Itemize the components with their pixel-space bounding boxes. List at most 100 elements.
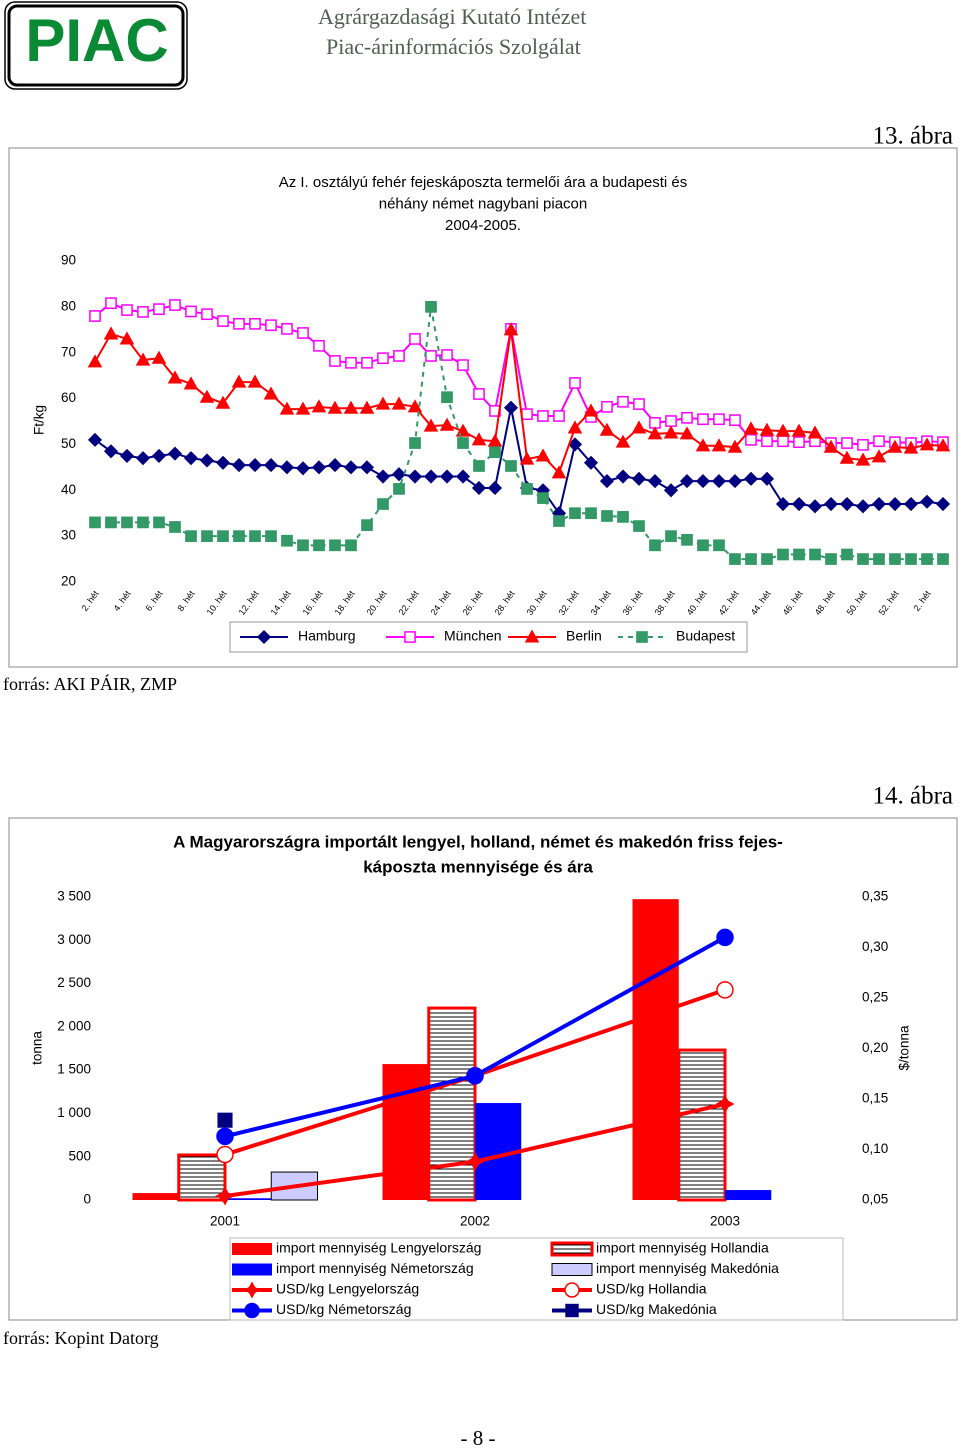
data-point [281,534,293,547]
logo-frame [4,1,188,90]
data-point [761,553,773,565]
legend-label: Hamburg [298,628,356,644]
y-tick-label: 2 500 [57,975,91,990]
data-point [521,483,533,495]
data-point [583,403,599,417]
legend-label: import mennyiség Hollandia [596,1240,769,1256]
x-tick-label: 2002 [460,1214,490,1229]
data-point [409,333,421,345]
data-point [825,553,837,565]
y-tick-label: 30 [61,528,76,543]
legend-swatch [232,1263,272,1276]
data-point [503,322,519,336]
data-point [167,446,183,461]
data-point [281,323,293,335]
data-point [263,458,279,473]
data-point [727,474,743,489]
legend-marker [636,631,648,643]
y-tick-label: 0 [83,1192,91,1207]
data-point [745,433,757,446]
data-point [777,548,789,561]
data-point [137,516,149,529]
data-point [233,530,245,542]
data-point [407,399,423,413]
data-point [839,496,855,512]
chart-title: 2004-2005. [445,217,521,234]
figure-label: 14. ábra [872,783,953,810]
data-point [425,301,437,313]
data-point [487,480,503,496]
data-point [759,422,775,436]
data-point [247,374,263,388]
data-point [697,539,709,552]
data-point [441,349,453,361]
data-point [887,439,903,453]
data-point [631,471,647,486]
data-point [711,474,727,489]
data-point [841,437,853,449]
data-point [119,331,135,345]
data-point [377,352,389,365]
data-point [505,460,517,472]
bar [632,899,679,1200]
y2-tick-label: 0,05 [862,1192,888,1207]
data-point [871,449,887,463]
data-point [103,444,119,459]
legend-marker [524,629,540,643]
legend-swatch [551,1263,593,1276]
data-point [105,297,117,310]
data-point [313,339,325,352]
legend-label: USD/kg Lengyelország [276,1281,419,1297]
bar [177,1153,227,1202]
data-point [537,492,549,504]
data-point [343,460,359,475]
data-point [137,306,149,318]
data-point [169,299,181,311]
data-point [425,350,437,362]
data-point [151,350,167,364]
data-point [265,319,277,332]
logo-frame-inner [7,4,185,87]
legend-marker [243,1281,261,1299]
data-point [519,451,535,465]
y2-tick-label: 0,30 [862,939,888,954]
data-point [201,530,213,542]
legend-swatch [550,1241,594,1257]
data-point [823,439,839,453]
data-point [599,422,615,436]
data-point [249,530,261,542]
data-point [921,553,933,565]
chart-frame [8,147,958,668]
data-point [423,418,439,432]
data-point [537,410,549,422]
data-point [905,553,917,565]
data-point [407,469,423,484]
data-point [345,539,357,552]
data-point [743,421,759,435]
data-point [215,1186,235,1206]
data-point [457,437,469,449]
data-point [935,496,951,512]
legend-marker [244,1302,260,1319]
data-point [327,458,343,473]
data-point [249,317,261,330]
data-point [295,401,311,415]
data-point [889,553,901,565]
data-point [361,519,373,531]
data-point [567,437,583,452]
service: Piac-árinformációs Szolgálat [326,34,581,59]
y-axis-label: tonna [30,1031,45,1065]
data-point [919,494,935,509]
data-point [873,435,885,448]
data-point [465,1152,485,1172]
data-point [87,354,103,368]
data-point [553,410,565,422]
data-point [297,327,309,339]
data-point [919,437,935,451]
data-point [649,539,661,552]
data-point [391,396,407,410]
data-point [743,471,759,486]
data-point [793,436,805,448]
data-point [329,539,341,552]
data-point [489,446,501,459]
